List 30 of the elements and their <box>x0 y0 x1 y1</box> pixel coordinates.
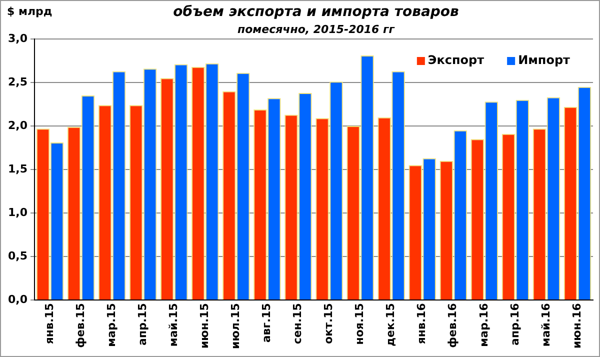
x-tick-label: апр.16 <box>508 302 522 346</box>
x-tick-label: янв.16 <box>415 302 428 344</box>
x-tick-label: июн.16 <box>570 302 584 349</box>
y-tick-label: 0,0 <box>8 292 28 306</box>
chart-subtitle: помесячно, 2015-2016 гг <box>236 23 396 36</box>
y-tick-label: 3,0 <box>8 32 28 45</box>
y-axis-title: $ млрд <box>7 5 52 18</box>
y-tick-label: 1,0 <box>8 206 28 219</box>
x-tick-label: фев.15 <box>74 303 87 348</box>
x-tick-label: окт.15 <box>322 303 336 344</box>
y-tick-label: 2,5 <box>8 75 28 88</box>
x-tick-label: май.16 <box>539 302 552 347</box>
x-tick-label: фев.16 <box>446 302 460 348</box>
x-tick-label: сен.15 <box>291 303 304 344</box>
x-tick-label: июл.15 <box>229 303 242 350</box>
x-tick-label: авг.15 <box>260 303 274 343</box>
x-tick-label: апр.15 <box>136 303 149 346</box>
x-tick-label: июн.15 <box>198 303 212 349</box>
x-tick-label: дек.15 <box>384 303 398 346</box>
chart-title: объем экспорта и импорта товаров <box>172 4 460 20</box>
y-tick-label: 0,5 <box>8 249 28 262</box>
x-tick-label: ноя.15 <box>353 303 366 345</box>
x-tick-label: май.15 <box>166 303 180 347</box>
y-tick-label: 1,5 <box>8 162 28 176</box>
x-tick-label: янв.15 <box>42 303 56 344</box>
legend-label: Экспорт <box>428 53 484 68</box>
x-tick-label: мар.15 <box>104 303 118 347</box>
y-tick-label: 2,0 <box>8 118 28 132</box>
x-tick-label: мар.16 <box>477 302 490 347</box>
legend-label: Импорт <box>518 53 570 68</box>
